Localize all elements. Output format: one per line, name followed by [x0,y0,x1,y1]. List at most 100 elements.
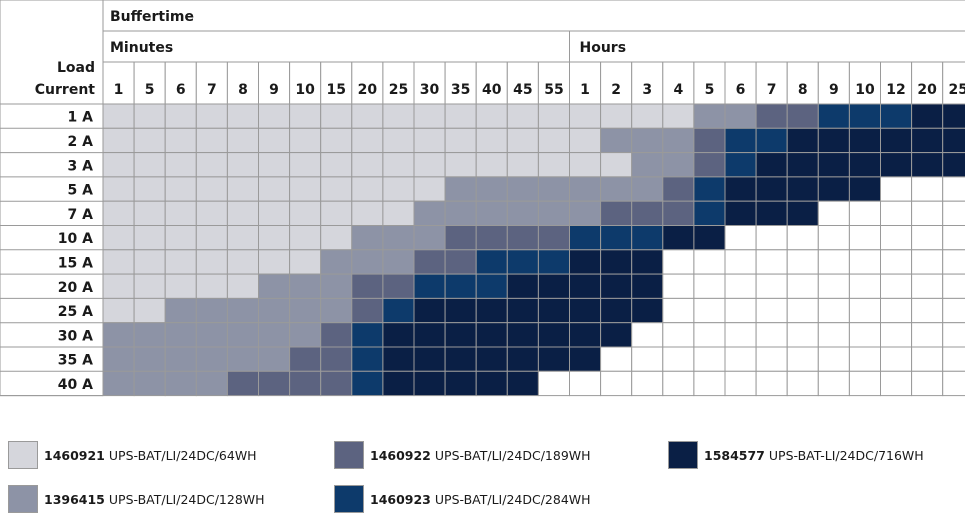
matrix-cell [787,153,818,177]
matrix-cell [601,153,632,177]
matrix-cell [694,250,725,274]
column-header-label: 5 [705,82,715,98]
matrix-cell [849,177,880,201]
matrix-cell [352,371,383,395]
matrix-cell [849,347,880,371]
matrix-cell [849,250,880,274]
matrix-cell [756,104,787,128]
matrix-cell [818,177,849,201]
matrix-cell [352,347,383,371]
matrix-cell [196,250,227,274]
matrix-cell [663,104,694,128]
matrix-cell [632,226,663,250]
matrix-cell [414,274,445,298]
matrix-cell [694,201,725,225]
matrix-cell [227,347,258,371]
matrix-cell [787,323,818,347]
matrix-cell [414,201,445,225]
matrix-cell [383,274,414,298]
matrix-cell [227,250,258,274]
matrix-cell [507,153,538,177]
matrix-cell [507,128,538,152]
column-header-label: 40 [482,82,502,98]
matrix-cell [694,177,725,201]
matrix-cell [445,274,476,298]
matrix-cell [663,128,694,152]
matrix-cell [259,347,290,371]
matrix-cell [756,298,787,322]
matrix-cell [445,298,476,322]
matrix-cell [507,274,538,298]
matrix-cell [259,104,290,128]
matrix-cell [290,323,321,347]
column-header-label: 35 [451,82,470,98]
row-label: 40 A [58,377,93,393]
column-header-label: 30 [420,82,440,98]
matrix-cell [196,177,227,201]
matrix-cell [383,201,414,225]
matrix-cell [725,226,756,250]
matrix-cell [943,274,965,298]
matrix-cell [818,226,849,250]
matrix-cell [165,371,196,395]
matrix-cell [196,201,227,225]
matrix-cell [632,323,663,347]
corner-label-line2: Current [35,82,96,98]
column-header-label: 2 [611,82,621,98]
matrix-cell [476,128,507,152]
matrix-cell [103,298,134,322]
matrix-cell [259,153,290,177]
matrix-cell [725,128,756,152]
matrix-cell [165,323,196,347]
row-label: 25 A [58,304,93,320]
matrix-cell [570,371,601,395]
legend-name: UPS-BAT-LI/24DC/716WH [769,448,924,463]
matrix-cell [601,128,632,152]
matrix-cell [259,298,290,322]
matrix-cell [849,128,880,152]
matrix-cell [352,226,383,250]
matrix-cell [601,347,632,371]
column-header-label: 7 [767,82,777,98]
matrix-cell [818,274,849,298]
matrix-cell [538,323,569,347]
matrix-cell [414,177,445,201]
matrix-cell [321,323,352,347]
matrix-cell [881,128,912,152]
matrix-cell [476,153,507,177]
matrix-cell [943,128,965,152]
matrix-cell [103,104,134,128]
matrix-cell [383,226,414,250]
matrix-cell [849,371,880,395]
matrix-cell [476,298,507,322]
matrix-cell [632,153,663,177]
matrix-cell [259,128,290,152]
matrix-cell [787,371,818,395]
matrix-cell [476,177,507,201]
matrix-cell [849,226,880,250]
matrix-cell [632,298,663,322]
matrix-cell [912,298,943,322]
matrix-cell [321,226,352,250]
matrix-cell [663,323,694,347]
matrix-cell [694,128,725,152]
matrix-svg: 1 A2 A3 A5 A7 A10 A15 A20 A25 A30 A35 A4… [0,0,965,430]
matrix-cell [694,323,725,347]
matrix-cell [290,104,321,128]
matrix-cell [383,323,414,347]
matrix-cell [818,201,849,225]
matrix-cell [445,128,476,152]
matrix-cell [134,177,165,201]
matrix-cell [943,226,965,250]
matrix-cell [165,298,196,322]
matrix-cell [227,274,258,298]
matrix-cell [259,371,290,395]
matrix-cell [787,274,818,298]
matrix-cell [507,371,538,395]
matrix-cell [818,104,849,128]
matrix-cell [476,104,507,128]
matrix-cell [570,323,601,347]
matrix-cell [912,128,943,152]
matrix-cell [507,104,538,128]
hours-header [570,31,965,62]
